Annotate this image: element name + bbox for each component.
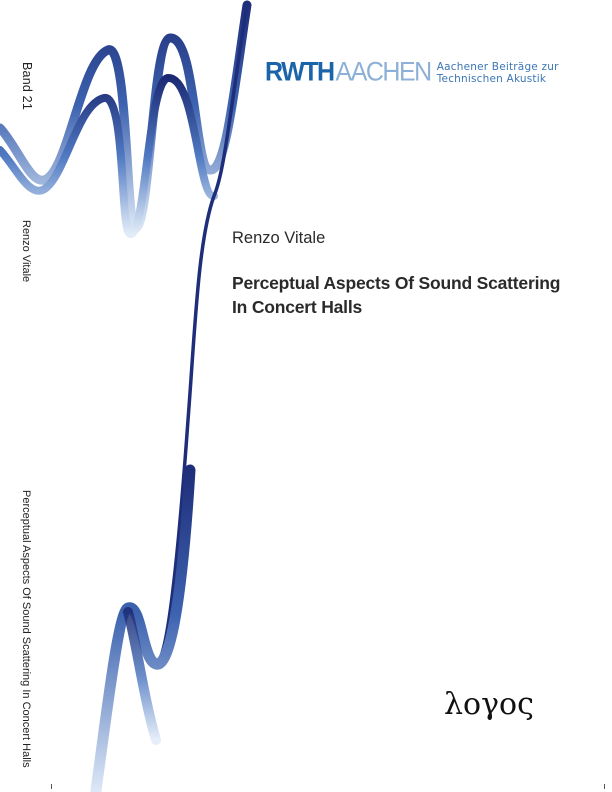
series-line-1: Aachener Beiträge zur <box>436 60 559 73</box>
logo-rwth: RWTH <box>265 56 335 88</box>
publisher-logo: λογος <box>444 687 534 722</box>
cover-title-line-1: Perceptual Aspects Of Sound Scattering <box>232 273 561 293</box>
crop-mark <box>604 784 605 789</box>
logo-aachen: AACHEN <box>335 56 433 88</box>
crop-mark <box>51 784 52 789</box>
cover-title-line-2: In Concert Halls <box>232 297 363 317</box>
series-logo: RWTH AACHEN Aachener Beiträge zur Techni… <box>265 56 559 88</box>
series-line-2: Technischen Akustik <box>436 72 547 85</box>
spine-author: Renzo Vitale <box>20 220 32 283</box>
spine-title: Perceptual Aspects Of Sound Scattering I… <box>20 490 32 768</box>
wave-lower-ribbon <box>0 74 218 239</box>
wave-lower-bump <box>90 464 196 792</box>
spine-volume: Band 21 <box>20 62 34 110</box>
wave-main-curve <box>156 3 249 664</box>
cover-author: Renzo Vitale <box>232 229 326 247</box>
series-name: Aachener Beiträge zur Technischen Akusti… <box>437 61 559 85</box>
cover-title: Perceptual Aspects Of Sound Scattering I… <box>232 271 560 319</box>
wave-lower-shadow <box>123 607 161 745</box>
